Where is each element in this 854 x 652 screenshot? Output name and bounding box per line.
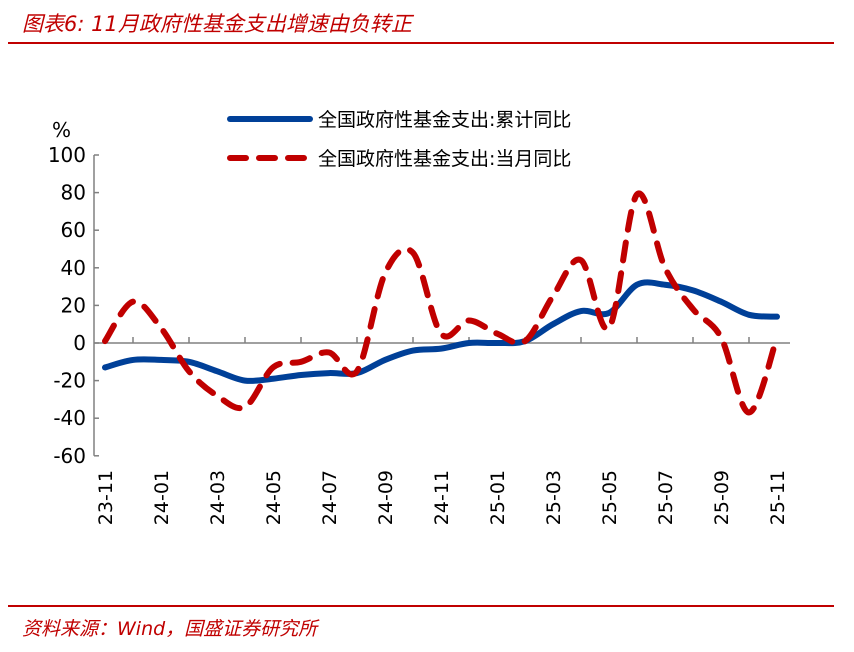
x-tick-label: 24-03 <box>207 470 229 525</box>
x-tick-label: 24-01 <box>151 470 173 525</box>
x-tick-label: 25-07 <box>655 470 677 525</box>
source-note: 资料来源：Wind，国盛证券研究所 <box>22 618 318 640</box>
x-tick-label: 24-11 <box>431 470 453 525</box>
y-tick-label: 60 <box>61 218 86 242</box>
y-tick-label: 0 <box>73 331 86 355</box>
y-tick-label: -60 <box>53 444 86 468</box>
x-tick-label: 24-05 <box>263 470 285 525</box>
chart-title: 图表6: 11月政府性基金支出增速由负转正 <box>22 12 412 36</box>
y-tick-label: -20 <box>53 369 86 393</box>
x-tick-label: 25-09 <box>711 470 733 525</box>
x-tick-label: 25-11 <box>767 470 789 525</box>
title-divider <box>8 42 834 44</box>
y-tick-label: 20 <box>61 293 86 317</box>
x-tick-label: 25-01 <box>487 470 509 525</box>
x-tick-label: 25-05 <box>599 470 621 525</box>
series-line-cumulative-yoy <box>102 279 780 384</box>
legend-label: 全国政府性基金支出:累计同比 <box>318 109 571 131</box>
footer-divider <box>8 605 834 607</box>
y-tick-label: 100 <box>48 143 86 167</box>
y-tick-label: 40 <box>61 256 86 280</box>
y-tick-label: 80 <box>61 181 86 205</box>
x-tick-label: 24-09 <box>375 470 397 525</box>
legend-label: 全国政府性基金支出:当月同比 <box>318 148 571 170</box>
x-tick-label: 24-07 <box>319 470 341 525</box>
y-unit-label: % <box>52 118 71 142</box>
x-tick-label: 23-11 <box>95 470 117 525</box>
series-line-monthly-yoy <box>102 190 780 416</box>
y-tick-label: -40 <box>53 406 86 430</box>
x-tick-label: 25-03 <box>543 470 565 525</box>
